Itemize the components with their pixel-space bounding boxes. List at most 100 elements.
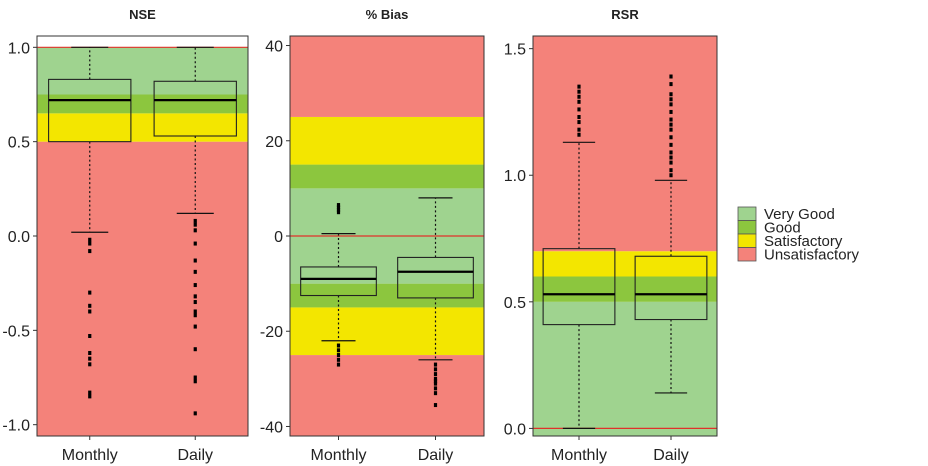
outlier-point [433,386,438,391]
outlier-point [669,150,673,155]
outlier-point [193,313,197,318]
outlier-point [669,82,673,87]
outlier-point [193,411,197,416]
outlier-point [577,115,581,120]
panel-title: RSR [611,7,639,22]
outlier-point [433,376,438,381]
chart-panels: NSE -1.0 -0.5 0.0 0.5 1.0 Monthly Daily % Bias -4… [2,7,718,464]
y-tick-label: 40 [265,39,283,56]
y-tick-label: 0 [274,229,283,246]
outlier-point [193,375,197,380]
outlier-point [336,205,341,210]
outlier-point [577,94,581,99]
outlier-point [193,347,197,352]
x-tick-label: Daily [418,447,454,464]
y-tick-label: 1.5 [504,42,526,59]
outlier-point [336,210,341,215]
y-tick-label: -20 [260,324,283,341]
outlier-point [669,117,673,122]
outlier-point [669,155,673,160]
box-body [300,266,377,297]
outlier-point [336,353,341,358]
outlier-point [193,241,197,246]
legend-swatch-satisfactory [737,233,757,248]
legend-label: Good [764,220,801,237]
outlier-point [88,362,92,367]
outlier-point [336,362,341,367]
panel-2: % Bias -40 -20 0 20 40 Monthly Daily [260,7,485,464]
outlier-point [193,300,197,305]
panel-1: NSE -1.0 -0.5 0.0 0.5 1.0 Monthly Daily [2,7,249,464]
box-body [397,256,474,299]
box-body [48,78,132,143]
band-satisfactory [37,113,248,142]
x-tick-label: Monthly [62,447,118,464]
outlier-point [669,127,673,132]
outlier-point [88,290,92,295]
outlier-point [669,92,673,97]
outlier-point [193,283,197,288]
outlier-point [336,348,341,353]
outlier-point [669,160,673,165]
outlier-point [577,99,581,104]
outlier-point [193,269,197,274]
outlier-point [193,228,197,233]
x-tick-label: Monthly [310,447,366,464]
outlier-point [577,89,581,94]
outlier-point [88,249,92,254]
y-tick-label: -40 [260,419,283,436]
outlier-point [88,390,92,395]
outlier-point [669,97,673,102]
outlier-point [193,222,197,227]
legend-label: Satisfactory [764,233,843,250]
panel-border [532,35,718,437]
outlier-point [669,122,673,127]
band-very-good [37,47,248,95]
band-satisfactory [290,116,484,165]
outlier-point [88,356,92,361]
outlier-point [577,107,581,112]
band-good [290,164,484,189]
band-good [37,94,248,114]
x-tick-label: Daily [177,447,213,464]
legend-swatch-unsatisfactory [737,247,757,262]
outlier-point [193,379,197,384]
outlier-point [433,379,438,384]
x-tick-label: Monthly [551,447,607,464]
band-satisfactory [290,307,484,356]
outlier-point [433,391,438,396]
band-unsatisfactory [290,355,484,436]
y-tick-label: 0.0 [8,229,30,246]
outlier-point [193,309,197,314]
box-monthly [300,203,377,367]
outlier-point [193,294,197,299]
legend-label: Very Good [764,206,835,223]
y-tick-label: -1.0 [2,418,30,435]
outlier-point [88,309,92,314]
outlier-point [669,102,673,107]
band-good [533,276,717,302]
outlier-point [193,258,197,263]
outlier-point [433,403,438,408]
outlier-point [336,357,341,362]
outlier-point [433,362,438,367]
outlier-point [88,394,92,399]
outlier-point [577,132,581,137]
legend-swatch-very-good [737,206,757,221]
outlier-point [88,334,92,338]
outlier-point [336,203,341,208]
box-body [542,248,616,326]
box-daily [397,197,474,408]
band-very-good [533,301,717,436]
panel-title: % Bias [366,7,409,22]
y-tick-label: 1.0 [504,168,526,185]
box-body [153,80,237,137]
outlier-point [577,127,581,132]
outlier-point [193,324,197,329]
box-daily [153,46,237,416]
y-tick-label: 0.0 [504,421,526,438]
y-tick-label: 0.5 [504,295,526,312]
outlier-point [88,350,92,355]
